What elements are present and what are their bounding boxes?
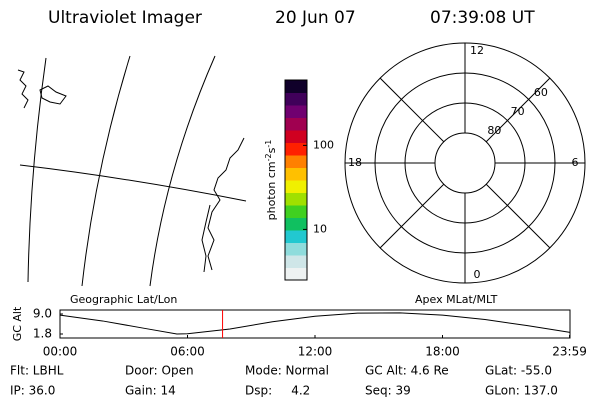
color-band [285, 230, 307, 243]
status-field: GLon: 137.0 [485, 384, 558, 398]
altitude-frame [59, 309, 571, 339]
x-tick-label: 23:59 [552, 345, 587, 359]
polar-diagonal [379, 77, 445, 143]
color-band [285, 180, 307, 193]
status-field: GLat: -55.0 [485, 364, 552, 378]
x-tick-label: 00:00 [43, 345, 78, 359]
status-field: Seq: 39 [365, 384, 411, 398]
color-band [285, 192, 307, 206]
status-field: Mode: Normal [245, 364, 329, 378]
geo-map [17, 55, 247, 287]
right-label: Apex MLat/MLT [415, 293, 498, 306]
mlt-label: 0 [474, 268, 481, 281]
date: 20 Jun 07 [275, 8, 356, 28]
time: 07:39:08 UT [430, 8, 535, 28]
color-band [285, 117, 307, 131]
color-band [285, 130, 307, 143]
y-axis-label: GC Alt [11, 306, 24, 341]
color-band [285, 80, 307, 93]
meridian [27, 57, 47, 283]
label-part: photon cm [265, 161, 278, 220]
y-tick-label: 1.8 [33, 327, 52, 341]
color-band [285, 255, 307, 268]
polar-diagonal [379, 183, 445, 249]
colorbar-label: photon cm-2s-1 [264, 140, 279, 221]
parallel [19, 164, 247, 202]
coastline [201, 204, 211, 273]
color-band [285, 142, 307, 156]
mlt-label: 12 [470, 44, 484, 57]
colorbar-frame [284, 79, 308, 281]
polar-ring [434, 132, 496, 194]
colorbar-tick-label: 100 [313, 138, 334, 151]
left-label: Geographic Lat/Lon [70, 293, 177, 306]
meridian [149, 55, 216, 287]
ring-label: 80 [487, 124, 501, 137]
x-tick-label: 06:00 [170, 345, 205, 359]
instrument-title: Ultraviolet Imager [48, 8, 202, 28]
status-field: GC Alt: 4.6 Re [365, 364, 449, 378]
y-tick-label: 9.0 [33, 307, 52, 321]
status-field: Door: Open [125, 364, 194, 378]
colorbar-tick-label: 10 [313, 222, 327, 235]
altitude-line [59, 312, 571, 335]
label-part: -2 [264, 153, 273, 161]
label-part: -1 [264, 140, 273, 148]
polar-diagonal [485, 77, 551, 143]
mlt-label: 18 [348, 156, 362, 169]
coastline [207, 137, 245, 271]
x-tick-label: 12:00 [298, 345, 333, 359]
status-field: Dsp: 4.2 [245, 384, 310, 398]
ring-label: 60 [534, 86, 548, 99]
polar-diagonal [485, 183, 551, 249]
color-band [285, 167, 307, 181]
status-field: IP: 36.0 [10, 384, 55, 398]
ring-label: 70 [511, 105, 525, 118]
mlt-label: 6 [572, 156, 579, 169]
color-band [285, 92, 307, 106]
color-band [285, 105, 307, 118]
color-band [285, 155, 307, 168]
x-tick-label: 18:00 [425, 345, 460, 359]
label-part: s [265, 147, 278, 153]
status-field: Gain: 14 [125, 384, 176, 398]
coastline [17, 69, 29, 109]
status-field: Flt: LBHL [10, 364, 64, 378]
color-band [285, 217, 307, 231]
color-band [285, 267, 307, 281]
meridian [81, 55, 131, 287]
coastline [39, 85, 67, 105]
color-band [285, 205, 307, 218]
color-band [285, 242, 307, 256]
